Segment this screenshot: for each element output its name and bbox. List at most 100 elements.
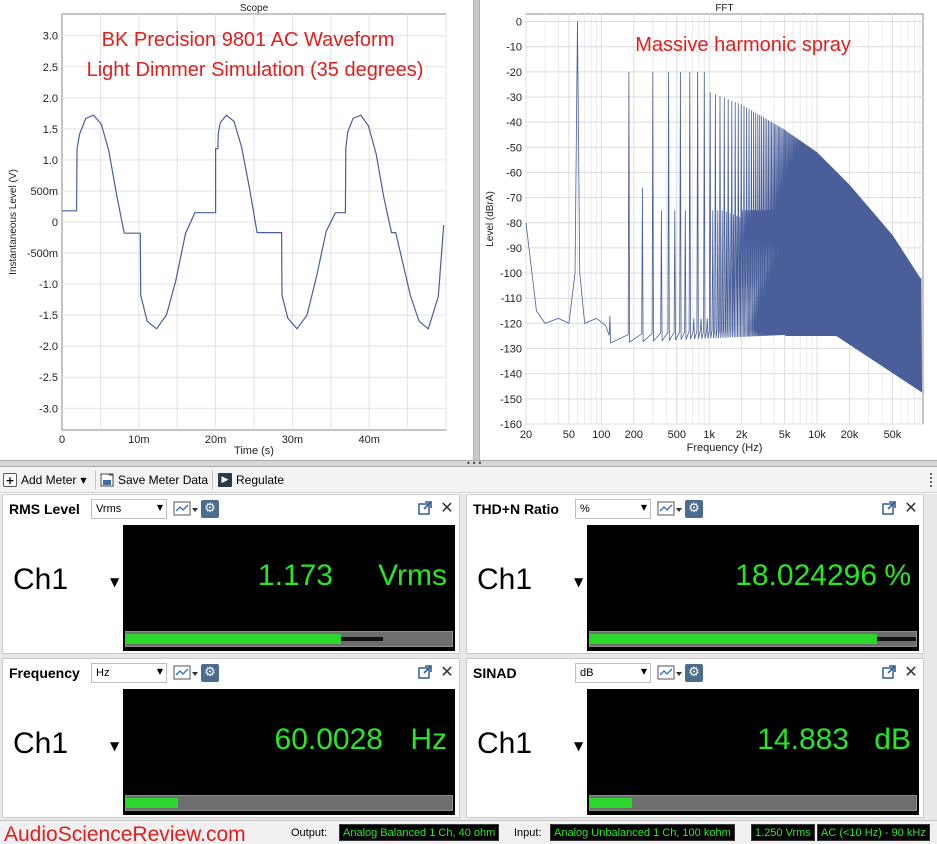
scope-x-axis-label: Time (s) [234,445,274,457]
graph-menu-button[interactable] [657,500,683,518]
graph-menu-button[interactable] [173,500,199,518]
unit-select[interactable]: Vrms ▼ [91,499,167,519]
scope-y-tick-label: 500m [30,186,58,198]
close-icon[interactable]: ✕ [904,498,918,517]
scope-y-tick-label: 2.0 [43,93,58,105]
meter-bar-peak [341,637,383,641]
meter-display: 60.0028 Hz [123,689,455,815]
scope-annotation-line-2: Light Dimmer Simulation (35 degrees) [87,59,424,81]
fft-x-axis-label: Frequency (Hz) [687,442,763,454]
scope-annotation-line-1: BK Precision 9801 AC Waveform [102,29,395,51]
meter-title: THD+N Ratio [473,501,559,517]
fft-y-axis-label: Level (dBrA) [485,191,496,247]
meter-bar-fill [590,798,632,808]
meter-bar-fill [590,634,877,644]
fft-y-tick-label: -160 [500,419,522,431]
meter-title: SINAD [473,665,517,681]
fft-x-tick-label: 100 [592,429,610,441]
fft-y-tick-label: -50 [506,142,522,154]
channel-dropdown-icon[interactable]: ▼ [110,575,120,589]
gear-icon[interactable]: ⚙ [201,664,219,682]
channel-label: Ch1 [13,563,69,596]
coupling-chip[interactable]: AC (<10 Hz) - 90 kHz [817,824,930,841]
gear-icon[interactable]: ⚙ [201,500,219,518]
splitter-grip-icon[interactable]: ••• [466,459,484,468]
fft-y-tick-label: -60 [506,167,522,179]
channel-dropdown-icon[interactable]: ▼ [574,575,584,589]
channel-dropdown-icon[interactable]: ▼ [110,739,120,753]
graph-area: Scope 3.0 2.5 2.0 1.5 1.0 500m 0 -500m -1.0 -1.5 -2… [0,0,937,460]
graph-menu-button[interactable] [657,664,683,682]
fft-y-tick-label: -80 [506,218,522,230]
fft-x-tick-label: 1k [703,429,715,441]
regulate-label: Regulate [236,473,285,487]
overflow-icon[interactable] [930,473,933,487]
save-meter-data-button[interactable]: Save Meter Data [100,471,208,489]
gear-icon[interactable]: ⚙ [685,500,703,518]
regulate-button[interactable]: ▶ Regulate [218,471,284,489]
meter-display: 1.173 Vrms [123,525,455,651]
meter-bar-fill [126,798,178,808]
fft-y-tick-label: -120 [500,318,522,330]
close-icon[interactable]: ✕ [904,662,918,681]
scope-y-axis-label: Instantaneous Level (V) [8,169,19,275]
fft-y-tick-label: 0 [516,17,522,29]
graph-icon [173,665,198,680]
channel-label: Ch1 [477,563,533,596]
pop-out-icon[interactable] [881,664,897,680]
channel-dropdown-icon[interactable]: ▼ [574,739,584,753]
scope-y-tick-label: -1.0 [39,279,58,291]
scope-waveform-line [62,114,445,330]
input-label: Input: [514,827,542,839]
scope-y-tick-label: -500m [27,248,58,260]
pop-out-icon[interactable] [417,500,433,516]
meter-unit: Hz [410,723,447,756]
close-icon[interactable]: ✕ [440,498,454,517]
close-icon[interactable]: ✕ [440,662,454,681]
meter-bar [589,795,917,811]
fft-y-tick-label: -130 [500,344,522,356]
save-icon [100,473,114,487]
fft-y-tick-label: -150 [500,394,522,406]
pop-out-icon[interactable] [417,664,433,680]
thd-n-ratio-meter-panel: THD+N Ratio % ▼ ⚙ ✕ Ch1 ▼ 18.024296% [466,494,924,654]
meter-bar [125,631,453,647]
fft-x-tick-label: 10k [808,429,826,441]
graph-divider[interactable] [473,0,480,460]
channel-label: Ch1 [13,727,69,760]
plus-icon: + [3,473,17,487]
unit-select[interactable]: dB ▼ [575,663,651,683]
scope-graph[interactable]: Scope 3.0 2.5 2.0 1.5 1.0 500m 0 -500m -1.0 -1.5 -2… [0,0,473,460]
meter-header: THD+N Ratio % ▼ ⚙ ✕ [467,495,923,523]
graph-icon [657,665,682,680]
fft-y-tick-label: -70 [506,193,522,205]
channel-label: Ch1 [477,727,533,760]
input-chip[interactable]: Analog Unbalanced 1 Ch, 100 kohm [550,824,735,841]
input-range-chip[interactable]: 1.250 Vrms [751,824,815,841]
fft-graph[interactable]: FFT 20 50 100 200 500 1k 2k 5k 10k 20k 50k 0 -10 -20 -3… [480,0,937,460]
meter-display: 14.883 dB [587,689,919,815]
fft-y-tick-label: -90 [506,243,522,255]
save-meter-data-label: Save Meter Data [118,473,209,487]
scope-y-tick-label: -3.0 [39,403,58,415]
scope-title: Scope [240,3,269,14]
add-meter-label: Add Meter [21,473,77,487]
fft-x-tick-label: 20k [841,429,859,441]
graph-menu-button[interactable] [173,664,199,682]
panel-splitter[interactable] [0,460,937,467]
meter-bar [589,631,917,647]
sinad-meter-panel: SINAD dB ▼ ⚙ ✕ Ch1 ▼ 14.883 dB [466,658,924,818]
unit-select[interactable]: % ▼ [575,499,651,519]
output-chip[interactable]: Analog Balanced 1 Ch, 40 ohm [339,824,500,841]
fft-x-tick-label: 500 [668,429,686,441]
gear-icon[interactable]: ⚙ [685,664,703,682]
unit-select[interactable]: Hz ▼ [91,663,167,683]
scope-x-tick-label: 0 [59,434,65,446]
unit-select-value: dB [580,667,594,679]
scope-y-tick-label: 1.5 [43,124,58,136]
add-meter-button[interactable]: + Add Meter ▼ [3,471,87,489]
meter-display: 18.024296% [587,525,919,651]
pop-out-icon[interactable] [881,500,897,516]
meter-header: Frequency Hz ▼ ⚙ ✕ [3,659,459,687]
fft-y-tick-label: -40 [506,117,522,129]
